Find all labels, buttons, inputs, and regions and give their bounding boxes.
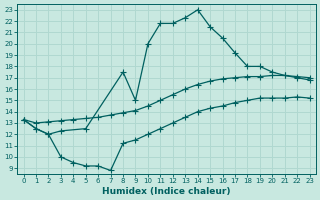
X-axis label: Humidex (Indice chaleur): Humidex (Indice chaleur) [102,187,231,196]
